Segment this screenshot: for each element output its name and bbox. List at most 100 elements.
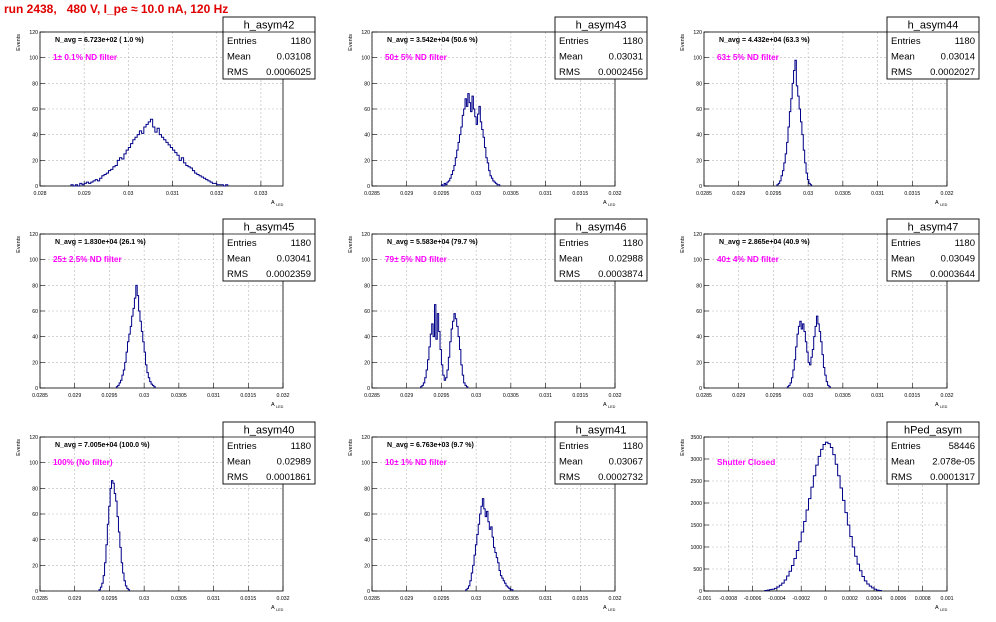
x-tick-label: 0.0285 — [364, 191, 380, 197]
navg-label: N_avg = 5.583e+04 (79.7 %) — [387, 239, 478, 246]
y-tick-label: 20 — [364, 158, 370, 164]
y-tick-label: 40 — [32, 133, 38, 139]
x-tick-label: 0.03 — [471, 393, 481, 399]
x-axis-label: A — [935, 605, 939, 611]
y-tick-label: 20 — [32, 360, 38, 366]
navg-label: N_avg = 1.830e+04 (26.1 %) — [55, 239, 146, 246]
x-axis-label-sub: LED — [276, 608, 284, 612]
stat-label-entries: Entries — [227, 441, 257, 452]
x-axis-label: A — [603, 200, 607, 206]
y-tick-label: 40 — [696, 133, 702, 139]
x-tick-label: 0.03 — [471, 191, 481, 197]
stat-label-rms: RMS — [891, 269, 912, 280]
x-tick-label: 0.032 — [277, 596, 290, 602]
stats-box — [886, 421, 980, 485]
y-tick-label: 0 — [35, 184, 38, 190]
x-tick-label: -0.0004 — [768, 596, 786, 602]
x-tick-label: 0.03 — [471, 596, 481, 602]
x-tick-label: 0.0008 — [915, 596, 931, 602]
x-tick-label: 0.031 — [539, 596, 552, 602]
x-tick-label: 0.03 — [139, 393, 149, 399]
stat-label-entries: Entries — [559, 36, 589, 47]
y-tick-label: 80 — [32, 486, 38, 492]
stat-value-mean: 0.03014 — [941, 52, 975, 63]
x-tick-label: 0.03 — [803, 191, 813, 197]
stat-label-mean: Mean — [891, 254, 915, 265]
x-tick-label: 0.029 — [68, 596, 81, 602]
histogram-title: h_asym47 — [908, 222, 959, 234]
x-tick-label: 0 — [824, 596, 827, 602]
x-tick-label: 0.03 — [123, 191, 133, 197]
x-tick-label: 0.0004 — [866, 596, 882, 602]
stat-label-mean: Mean — [227, 457, 251, 468]
x-axis-label-sub: LED — [608, 608, 616, 612]
histogram-panel-hPed_asym: 0 500 1000 1500 2000 2500 3000 3500 -0.001 -0.000… — [680, 421, 980, 612]
y-tick-label: 3500 — [690, 435, 702, 441]
filter-label: 100% (No filter) — [53, 458, 113, 467]
x-tick-label: 0.0006 — [890, 596, 906, 602]
stat-label-rms: RMS — [559, 472, 580, 483]
y-tick-label: 20 — [32, 563, 38, 569]
y-tick-label: 1500 — [690, 523, 702, 529]
stat-value-mean: 0.03108 — [277, 52, 311, 63]
y-tick-label: 80 — [364, 486, 370, 492]
x-tick-label: 0.0295 — [101, 596, 117, 602]
filter-label: 50± 5% ND filter — [385, 53, 448, 62]
y-tick-label: 40 — [32, 335, 38, 341]
histogram-panel-h_asym45: 0 20 40 60 80 100 120 0.0285 0.029 0.0295 0.03 0.03… — [16, 218, 316, 409]
histogram-panel-h_asym42: 0 20 40 60 80 100 120 0.028 0.029 0.03 0.031 0.032 0… — [16, 16, 316, 207]
x-axis-label: A — [271, 605, 275, 611]
stat-value-rms: 0.0002456 — [598, 67, 643, 78]
y-tick-label: 60 — [364, 107, 370, 113]
histogram-panel-h_asym44: 0 20 40 60 80 100 120 0.0285 0.029 0.0295 0.03 0.03… — [680, 16, 980, 207]
x-tick-label: 0.031 — [871, 191, 884, 197]
x-tick-label: 0.0315 — [572, 191, 588, 197]
x-tick-label: 0.0315 — [904, 393, 920, 399]
histogram-panel-h_asym41: 0 20 40 60 80 100 120 0.0285 0.029 0.0295 0.03 0.03… — [348, 421, 648, 612]
x-tick-label: 0.0305 — [503, 191, 519, 197]
histogram-line-h_asym47 — [786, 315, 831, 388]
x-axis-label: A — [271, 200, 275, 206]
x-tick-label: 0.0295 — [765, 393, 781, 399]
stat-label-rms: RMS — [891, 472, 912, 483]
x-tick-label: 0.0285 — [364, 596, 380, 602]
histogram-title: h_asym41 — [576, 425, 627, 437]
stat-value-rms: 0.0002359 — [266, 269, 311, 280]
histogram-line-h_asym40 — [98, 480, 131, 591]
x-tick-label: 0.032 — [609, 596, 622, 602]
y-tick-label: 20 — [696, 360, 702, 366]
y-tick-label: 20 — [364, 360, 370, 366]
filter-label: 25± 2.5% ND filter — [53, 255, 122, 264]
x-tick-label: 0.033 — [254, 191, 267, 197]
y-tick-label: 60 — [32, 512, 38, 518]
stat-value-rms: 0.0003644 — [930, 269, 975, 280]
y-tick-label: 80 — [696, 283, 702, 289]
y-tick-label: 0 — [699, 589, 702, 595]
y-tick-label: 40 — [696, 335, 702, 341]
stats-box — [554, 16, 648, 80]
stat-value-entries: 1180 — [623, 36, 643, 47]
stat-value-rms: 0.0002732 — [598, 472, 643, 483]
histogram-line-h_asym46 — [420, 304, 469, 388]
stat-value-mean: 0.03067 — [609, 457, 643, 468]
stat-value-rms: 0.0001317 — [930, 472, 975, 483]
y-tick-label: 40 — [364, 133, 370, 139]
navg-label: N_avg = 6.723e+02 ( 1.0 %) — [55, 37, 144, 44]
stat-value-entries: 1180 — [623, 238, 643, 249]
filter-label: 10± 1% ND filter — [385, 458, 448, 467]
stats-box — [222, 421, 316, 485]
y-tick-label: 100 — [29, 56, 38, 62]
histogram-line-h_asym42 — [70, 118, 229, 187]
stat-value-mean: 0.03041 — [277, 254, 311, 265]
x-axis-label-sub: LED — [276, 203, 284, 207]
x-axis-label: A — [935, 200, 939, 206]
x-tick-label: 0.0305 — [171, 596, 187, 602]
stat-label-entries: Entries — [891, 441, 921, 452]
y-axis-label: Events — [680, 236, 686, 253]
histogram-line-h_asym45 — [115, 284, 156, 388]
y-tick-label: 0 — [699, 184, 702, 190]
x-tick-label: 0.029 — [732, 393, 745, 399]
y-tick-label: 60 — [32, 107, 38, 113]
stats-box — [222, 218, 316, 282]
stat-label-rms: RMS — [227, 67, 248, 78]
